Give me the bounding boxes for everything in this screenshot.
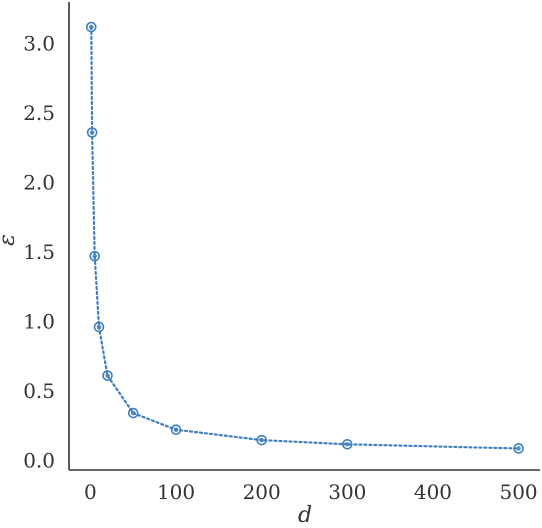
series-line (90, 25, 520, 450)
data-point-dot (516, 446, 521, 451)
data-point-dot (259, 437, 264, 443)
y-tick-label: 1.0 (23, 309, 55, 333)
y-tick-label: 0.5 (23, 379, 55, 403)
data-point-ring (89, 250, 100, 262)
x-axis-label: d (298, 503, 312, 528)
data-point (256, 434, 267, 446)
y-tick-label: 0.0 (23, 448, 55, 472)
data-point (102, 370, 113, 381)
data-point-dot (173, 427, 179, 433)
tick-labels: 0 100 200 300 400 500 0.0 0.5 1.0 1.5 2.0 2.5 3.0 (23, 32, 537, 504)
data-point-ring (256, 434, 267, 446)
data-point-dot (96, 324, 102, 330)
data-point-dot (105, 373, 110, 378)
data-point-ring (93, 321, 105, 333)
data-point (89, 250, 100, 262)
y-tick-label: 2.5 (23, 101, 55, 125)
data-point-dot (130, 410, 136, 416)
x-tick-label: 300 (328, 480, 366, 504)
data-point-dot (88, 24, 94, 30)
data-point-dot (92, 253, 97, 259)
data-point (170, 424, 182, 436)
data-point (127, 407, 139, 419)
y-tick-label: 1.5 (23, 240, 55, 264)
data-point-ring (513, 443, 524, 454)
data-point-ring (85, 21, 97, 33)
x-tick-label: 0 (84, 480, 97, 504)
y-axis-label: ε (0, 234, 20, 246)
data-point-dot (89, 130, 95, 135)
data-point-ring (342, 439, 353, 450)
data-point (85, 21, 97, 33)
data-point-ring (102, 370, 113, 381)
x-tick-label: 100 (157, 480, 195, 504)
y-tick-label: 2.0 (23, 171, 55, 195)
data-point-ring (86, 127, 98, 138)
data-point (86, 127, 98, 138)
data-point-dot (345, 442, 350, 447)
data-point (93, 321, 105, 333)
data-point-ring (127, 407, 139, 419)
x-tick-label: 200 (243, 480, 281, 504)
data-point (513, 443, 524, 454)
series-plot (85, 21, 524, 454)
axes (68, 2, 540, 471)
y-tick-label: 3.0 (23, 32, 55, 56)
data-point (342, 439, 353, 450)
x-tick-label: 500 (499, 480, 537, 504)
x-tick-label: 400 (414, 480, 452, 504)
data-point-ring (170, 424, 182, 436)
